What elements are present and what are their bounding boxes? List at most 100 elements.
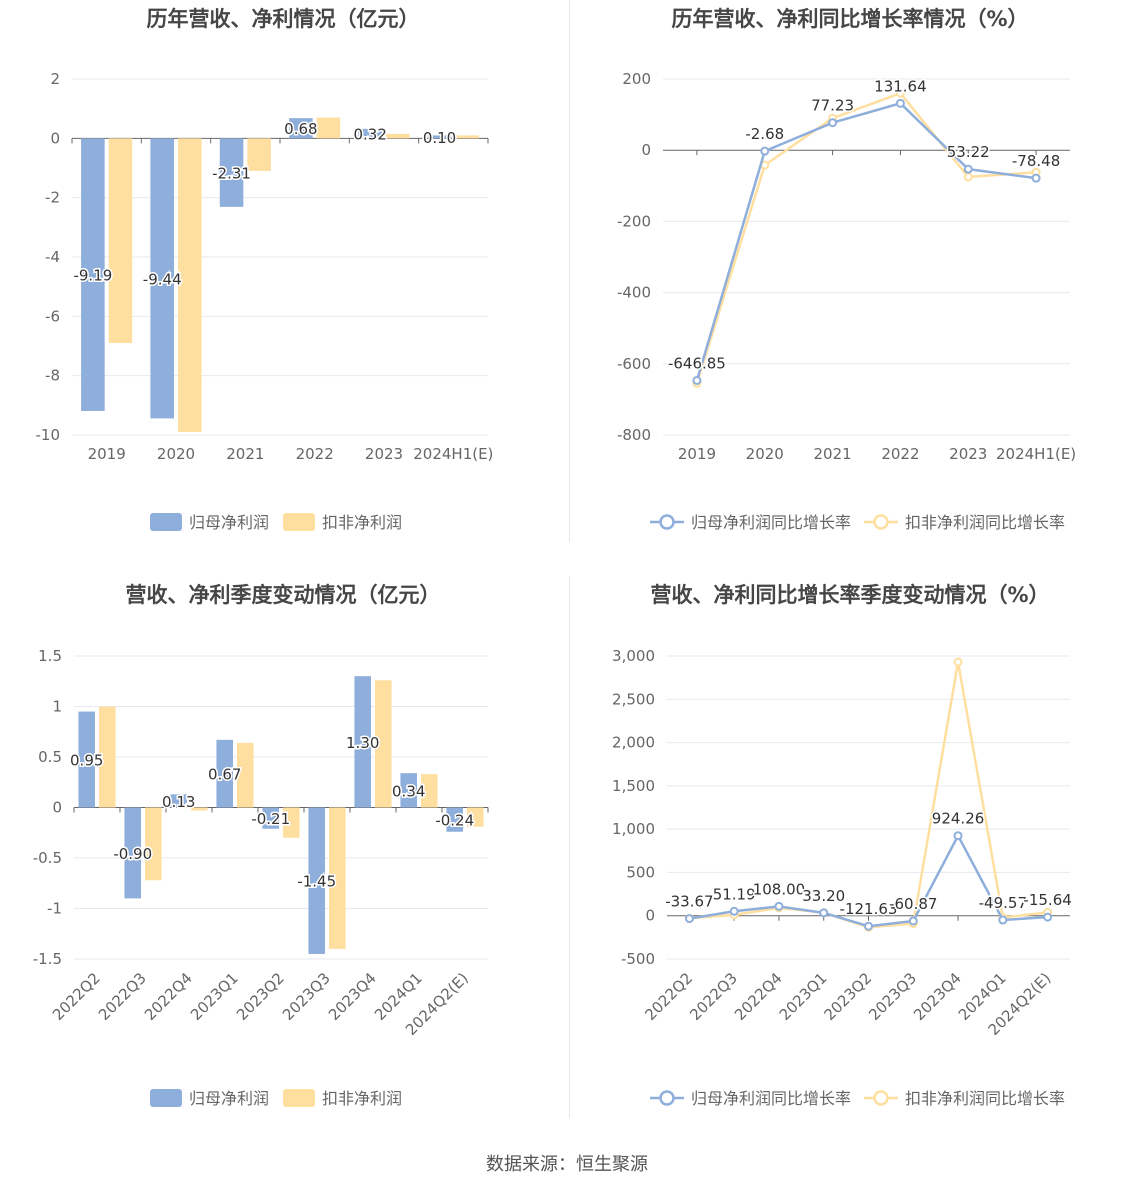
data-label: 33.20 <box>802 887 845 905</box>
x-tick-label: 2021 <box>226 445 264 463</box>
x-tick-label: 2022Q2 <box>49 969 104 1024</box>
y-tick-label: -6 <box>45 307 60 325</box>
y-tick-label: -500 <box>621 950 655 968</box>
data-point <box>953 657 963 667</box>
quarterly-growth-chart: 营收、净利同比增长率季度变动情况（%） 3,000 2,500 2,000 1,500 1… <box>567 576 1134 1152</box>
bar-attributable-profit <box>219 138 244 207</box>
x-tick-label: 2019 <box>88 445 126 463</box>
bar-deducted-profit <box>421 774 438 808</box>
bar-deducted-profit <box>191 807 208 811</box>
legend-swatch-1 <box>150 513 182 531</box>
x-tick-label: 2022 <box>881 445 919 463</box>
data-point <box>963 164 973 174</box>
data-label: -9.19 <box>73 267 112 285</box>
x-tick-label: 2020 <box>746 445 784 463</box>
x-tick-label: 2022Q2 <box>641 969 696 1024</box>
bar-attributable-profit <box>124 807 141 899</box>
data-point <box>684 914 694 924</box>
y-tick-label: -10 <box>36 426 61 444</box>
legend-marker-1 <box>659 1090 675 1106</box>
x-tick-label: 2022Q4 <box>731 969 786 1024</box>
bar-attributable-profit <box>289 118 313 139</box>
y-tick-label: 1,000 <box>612 820 655 838</box>
data-point <box>819 908 829 918</box>
data-label: 0.10 <box>423 129 456 147</box>
x-tick-label: 2023Q1 <box>187 969 242 1024</box>
data-label: 924.26 <box>932 810 985 828</box>
y-tick-label: 1,500 <box>612 777 655 795</box>
bar-attributable-profit <box>78 711 95 808</box>
annual-growth-chart: 历年营收、净利同比增长率情况（%） 200 0 -200 -400 -600 -800 -64… <box>567 0 1134 576</box>
x-tick-label: 2023Q2 <box>233 969 288 1024</box>
bar-deducted-profit <box>283 807 300 838</box>
data-label: -0.24 <box>435 812 474 830</box>
legend-label-1: 归母净利润同比增长率 <box>691 513 851 532</box>
data-point <box>1043 912 1053 922</box>
annual-profit-chart: 历年营收、净利情况（亿元） 2 0 -2 -4 -6 -8 -10 -9.19 -9.44 -2.3… <box>0 0 567 576</box>
data-label: 77.23 <box>811 97 854 115</box>
y-tick-label: -0.5 <box>33 849 62 867</box>
data-label: 0.13 <box>162 793 195 811</box>
data-point <box>774 901 784 911</box>
bar-attributable-profit <box>308 807 325 954</box>
quarterly-growth-svg: 营收、净利同比增长率季度变动情况（%） 3,000 2,500 2,000 1,500 1… <box>612 583 1073 1108</box>
data-point <box>729 906 739 916</box>
data-label: 0.34 <box>392 782 425 800</box>
data-point <box>864 921 873 931</box>
annual-profit-svg: 历年营收、净利情况（亿元） 2 0 -2 -4 -6 -8 -10 -9.19 -9.44 -2.3… <box>36 7 494 532</box>
y-tick-label: 0 <box>52 799 62 817</box>
x-tick-label: 2023Q3 <box>865 969 920 1024</box>
x-tick-label: 2024H1(E) <box>413 445 493 463</box>
legend-marker-2 <box>873 514 889 530</box>
y-tick-label: 2,500 <box>612 690 655 708</box>
data-label: -9.44 <box>143 270 182 288</box>
data-point <box>1031 173 1041 183</box>
data-point <box>760 146 770 156</box>
data-point <box>895 98 905 108</box>
bar-attributable-profit <box>170 794 187 808</box>
legend-marker-2 <box>873 1090 889 1106</box>
data-point <box>692 375 702 385</box>
y-tick-label: 1.5 <box>38 647 62 665</box>
data-label: -33.67 <box>665 893 713 911</box>
y-tick-label: -600 <box>617 355 651 373</box>
data-point <box>828 118 838 128</box>
x-tick-label: 2023 <box>365 445 403 463</box>
bar-deducted-profit <box>108 138 133 344</box>
bar-attributable-profit <box>400 773 417 808</box>
legend-swatch-1 <box>150 1089 182 1107</box>
bar-deducted-profit <box>375 680 392 808</box>
legend-label-2: 扣非净利润同比增长率 <box>905 1089 1065 1108</box>
y-tick-label: -2 <box>45 189 60 207</box>
data-point <box>895 88 905 98</box>
x-tick-label: 2022Q3 <box>95 969 150 1024</box>
data-label: -2.31 <box>212 165 251 183</box>
bar-deducted-profit <box>316 117 341 139</box>
data-label: 53.22 <box>947 143 990 161</box>
y-tick-label: -200 <box>617 212 651 230</box>
bar-deducted-profit <box>329 807 346 949</box>
x-tick-label: 2023 <box>949 445 987 463</box>
y-tick-label: 1 <box>52 698 62 716</box>
data-label: -15.64 <box>1023 891 1071 909</box>
chart-title: 历年营收、净利情况（亿元） <box>147 7 420 31</box>
legend-label-1: 归母净利润同比增长率 <box>691 1089 851 1108</box>
legend-swatch-2 <box>283 513 315 531</box>
quarterly-profit-chart: 营收、净利季度变动情况（亿元） 1.5 1 0.5 0 -0.5 -1 -1.5 0.95 -0.… <box>0 576 567 1152</box>
y-tick-label: 0 <box>50 129 60 147</box>
bar-deducted-profit <box>455 135 479 139</box>
data-label: 0.32 <box>354 126 387 144</box>
legend-label-1: 归母净利润 <box>189 1089 269 1108</box>
bar-deducted-profit <box>178 138 202 433</box>
y-tick-label: -1.5 <box>33 950 62 968</box>
legend-label-2: 扣非净利润 <box>322 513 402 532</box>
x-tick-label: 2022Q3 <box>686 969 741 1024</box>
legend-label-2: 扣非净利润 <box>322 1089 402 1108</box>
y-tick-label: -4 <box>45 248 60 266</box>
bar-deducted-profit <box>247 138 271 171</box>
data-label: -121.63 <box>840 900 898 918</box>
bar-deducted-profit <box>467 807 484 827</box>
bar-deducted-profit <box>99 706 116 808</box>
legend-marker-1 <box>659 514 675 530</box>
y-tick-label: -400 <box>617 284 651 302</box>
